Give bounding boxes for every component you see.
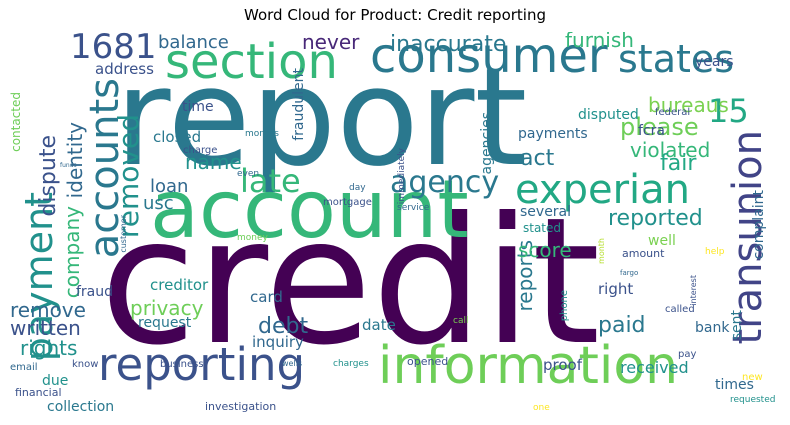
word-called: called [665,304,695,315]
word-stated: stated [523,221,562,235]
word-bureaus: bureaus [648,93,729,117]
word-agency: agency [390,165,500,200]
word-months: months [245,129,279,139]
word-received: received [620,358,689,377]
word-month: month [597,238,606,264]
word-well: well [648,233,676,249]
word-funds: funds [60,162,77,169]
word-proof: proof [543,356,582,374]
word-right: right [598,280,634,298]
word-fraud: fraud [76,284,114,300]
word-service: service [397,203,430,213]
word-15: 15 [708,92,749,130]
word-date: date [362,316,396,334]
word-contacted: contacted [10,92,23,152]
word-section: section [165,34,338,90]
word-remove: remove [10,298,86,322]
word-disputed: disputed [578,107,639,123]
word-information: information [378,336,679,396]
word-due: due [42,373,69,389]
word-consumer: consumer [370,32,608,84]
word-requested: requested [730,395,776,405]
word-amount: amount [622,247,665,260]
word-financial: financial [15,386,62,399]
word-dispute: dispute [36,135,61,217]
word-collection: collection [47,399,115,415]
word-never: never [302,32,360,54]
word-written: written [10,316,81,340]
word-reported: reported [608,206,703,231]
word-identity: identity [63,122,87,199]
word-charge: charge [183,145,218,156]
word-fair: fair [660,151,697,176]
word-charges: charges [333,359,369,369]
word-paid: paid [598,313,646,338]
word-credit: credit [100,181,601,384]
word-fcra: fcra [638,123,665,139]
word-act: act [520,146,555,171]
word-inaccurate: inaccurate [390,32,507,57]
word-sent: sent [729,310,745,341]
word-time: time [182,99,214,115]
word-rights: rights [20,336,78,360]
word-money: money [237,233,268,243]
word-business: business [160,359,204,370]
word-years: years [695,54,734,70]
word-wells: wells [282,359,303,368]
word-one: one [533,403,550,413]
word-customer: customer [119,215,128,253]
word-mortgage: mortgage [323,197,372,208]
word-loan: loan [150,176,189,197]
word-score: score [518,238,572,262]
word-violated: violated [630,138,711,162]
word-several: several [520,204,572,220]
word-request: request [138,315,192,331]
word-usc: usc [143,193,174,214]
word-day: day [349,183,366,193]
word-cloud: report credit account information reporting c… [10,32,785,422]
word-1681: 1681 [70,32,157,67]
word-even: even [237,169,260,179]
word-times: times [715,377,754,393]
word-account: account [150,163,469,256]
word-interest: interest [689,275,698,306]
word-debt: debt [258,314,309,339]
word-help: help [705,247,725,257]
word-payments: payments [518,126,588,142]
word-new: new [742,372,763,383]
word-closed: closed [153,128,202,146]
word-phone: phone [559,290,570,322]
word-immediately: immediately [397,148,407,205]
word-bank: bank [695,320,730,336]
word-reporting: reporting [98,338,306,391]
word-email: email [10,362,38,373]
word-states: states [618,37,735,81]
word-balance: balance [158,32,229,53]
chart-title: Word Cloud for Product: Credit reporting [244,6,546,24]
word-pay: pay [678,349,697,360]
word-experian: experian [515,167,690,213]
word-federal: federal [655,107,691,118]
word-investigation: investigation [205,400,277,413]
word-inquiry: inquiry [252,333,304,351]
word-agencies: agencies [479,112,495,175]
word-opened: opened [407,355,449,368]
word-call: call [453,316,469,326]
word-know: know [72,359,99,370]
word-report: report [115,39,528,196]
word-privacy: privacy [130,296,204,320]
word-creditor: creditor [150,276,209,294]
word-furnish: furnish [565,32,634,52]
word-complaint: complaint [751,190,767,260]
word-fraudulent: fraudulent [291,68,307,141]
word-please: please [620,113,699,141]
word-fargo: fargo [620,269,639,277]
word-late: late [240,162,301,200]
word-card: card [250,288,283,306]
word-name: name [185,150,242,174]
word-address: address [95,60,154,78]
